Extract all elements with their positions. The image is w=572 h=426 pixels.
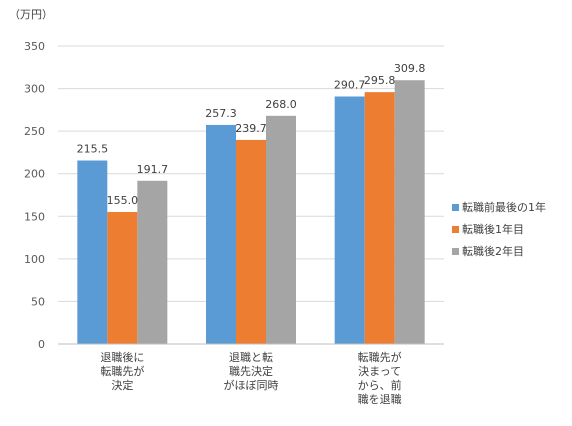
y-tick-label: 300 [24,83,45,96]
y-unit-label: （万円） [9,8,53,21]
bar [137,180,168,344]
legend-swatch [452,248,459,255]
x-category-label: 転職先が [358,350,402,364]
x-category-label: 職を退職 [358,393,402,406]
bar [236,139,266,344]
x-category-label: 転職先が [100,364,144,378]
data-label: 309.8 [394,62,426,75]
data-label: 268.0 [265,98,297,111]
x-category-label: 決まって [358,365,401,378]
data-label: 155.0 [107,194,139,207]
data-label: 215.5 [77,143,109,156]
x-category-label: 職先決定 [229,364,273,378]
y-tick-label: 250 [24,125,45,138]
data-label: 290.7 [334,78,366,91]
data-label: 295.8 [364,74,396,87]
y-tick-label: 350 [24,40,45,53]
bars [77,80,425,345]
data-label: 257.3 [205,107,237,120]
data-label: 239.7 [235,122,267,135]
bar [334,96,365,344]
bar [77,160,108,344]
legend-label: 転職後2年目 [462,244,524,258]
data-labels: 215.5 155.0 191.7 257.3 239.7 268.0 290.7295.8… [77,62,426,207]
y-tick-label: 50 [31,295,45,308]
bar [266,115,296,345]
y-tick-label: 100 [24,253,45,266]
legend-label: 転職後1年目 [462,222,524,236]
bar [394,80,425,345]
data-label: 191.7 [137,163,169,176]
bar [107,212,138,344]
x-category-label: から、前 [358,378,402,392]
legend-label: 転職前最後の1年 [462,200,546,214]
legend-swatch [452,204,459,211]
y-tick-label: 0 [38,338,45,351]
y-axis-ticks: 0 50 100 150 200 250 300 350 [24,40,45,351]
x-category-label: 退職後に [100,350,144,364]
y-tick-label: 150 [24,210,45,223]
x-category-label: がほぼ同時 [224,378,279,392]
x-category-label: 退職と転 [229,351,273,364]
x-category-label: 決定 [111,378,133,392]
y-tick-label: 200 [24,168,45,181]
bar [364,92,395,344]
bar [206,124,236,344]
legend-swatch [452,226,459,233]
